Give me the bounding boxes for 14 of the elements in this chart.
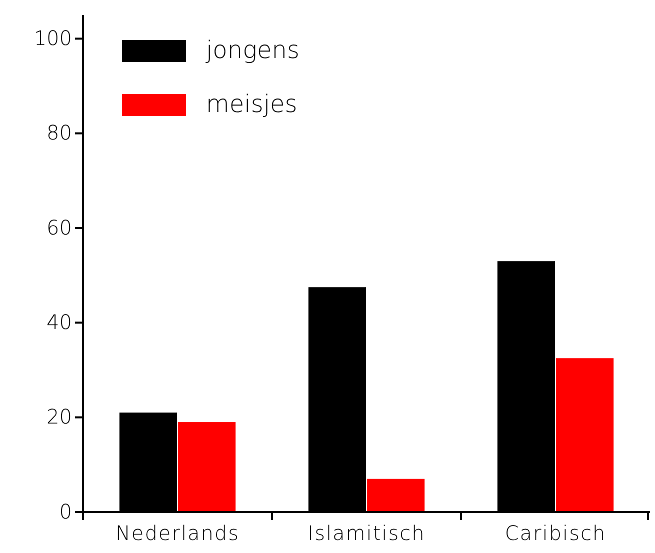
bar (178, 422, 236, 512)
x-tick-label: Nederlands (115, 521, 240, 546)
x-tick-label: Islamitisch (308, 521, 426, 546)
y-tick-label: 100 (34, 26, 72, 50)
y-tick-label: 40 (46, 310, 72, 334)
y-tick-label: 60 (46, 215, 72, 240)
x-tick-label: Caribisch (504, 521, 606, 546)
bar (367, 478, 425, 512)
bar (556, 358, 614, 512)
y-tick-label: 80 (46, 120, 72, 145)
y-tick-label: 20 (46, 404, 72, 429)
y-tick-label: 0 (59, 499, 72, 524)
legend-label: meisjes (206, 90, 298, 118)
legend-label: jongens (205, 36, 300, 64)
